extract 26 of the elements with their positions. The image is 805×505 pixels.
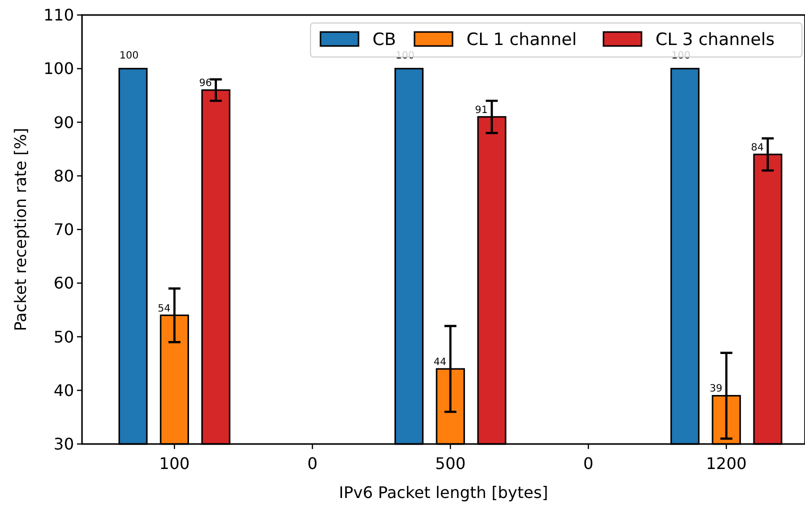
y-tick-label: 80 [54, 166, 74, 186]
y-tick-label: 30 [54, 434, 74, 454]
y-tick-label: 50 [54, 327, 74, 346]
y-tick-label: 60 [54, 274, 74, 293]
data-label: 96 [199, 78, 212, 90]
x-tick-label: 500 [435, 454, 466, 473]
legend-label: CL 3 channels [656, 30, 775, 50]
y-axis-title: Packet reception rate [%] [11, 128, 30, 332]
y-tick-label: 70 [54, 220, 74, 240]
x-axis-title: IPv6 Packet length [bytes] [338, 483, 548, 502]
x-tick-label: 0 [307, 454, 318, 473]
legend-label: CL 1 channel [466, 30, 577, 50]
x-tick-label: 100 [159, 454, 190, 473]
data-label: 44 [434, 356, 446, 368]
x-tick-label: 1200 [706, 454, 747, 473]
data-label: 39 [710, 384, 722, 395]
y-tick-label: 100 [43, 59, 74, 78]
data-label: 54 [158, 303, 170, 314]
y-tick-label: 40 [54, 380, 74, 400]
x-tick-label: 0 [583, 454, 594, 473]
legend-label: CB [372, 30, 396, 50]
data-label: 91 [475, 104, 488, 116]
y-tick-label: 110 [43, 6, 74, 25]
data-label: 100 [120, 50, 139, 62]
data-label: 84 [751, 142, 764, 154]
y-tick-label: 90 [54, 112, 74, 132]
